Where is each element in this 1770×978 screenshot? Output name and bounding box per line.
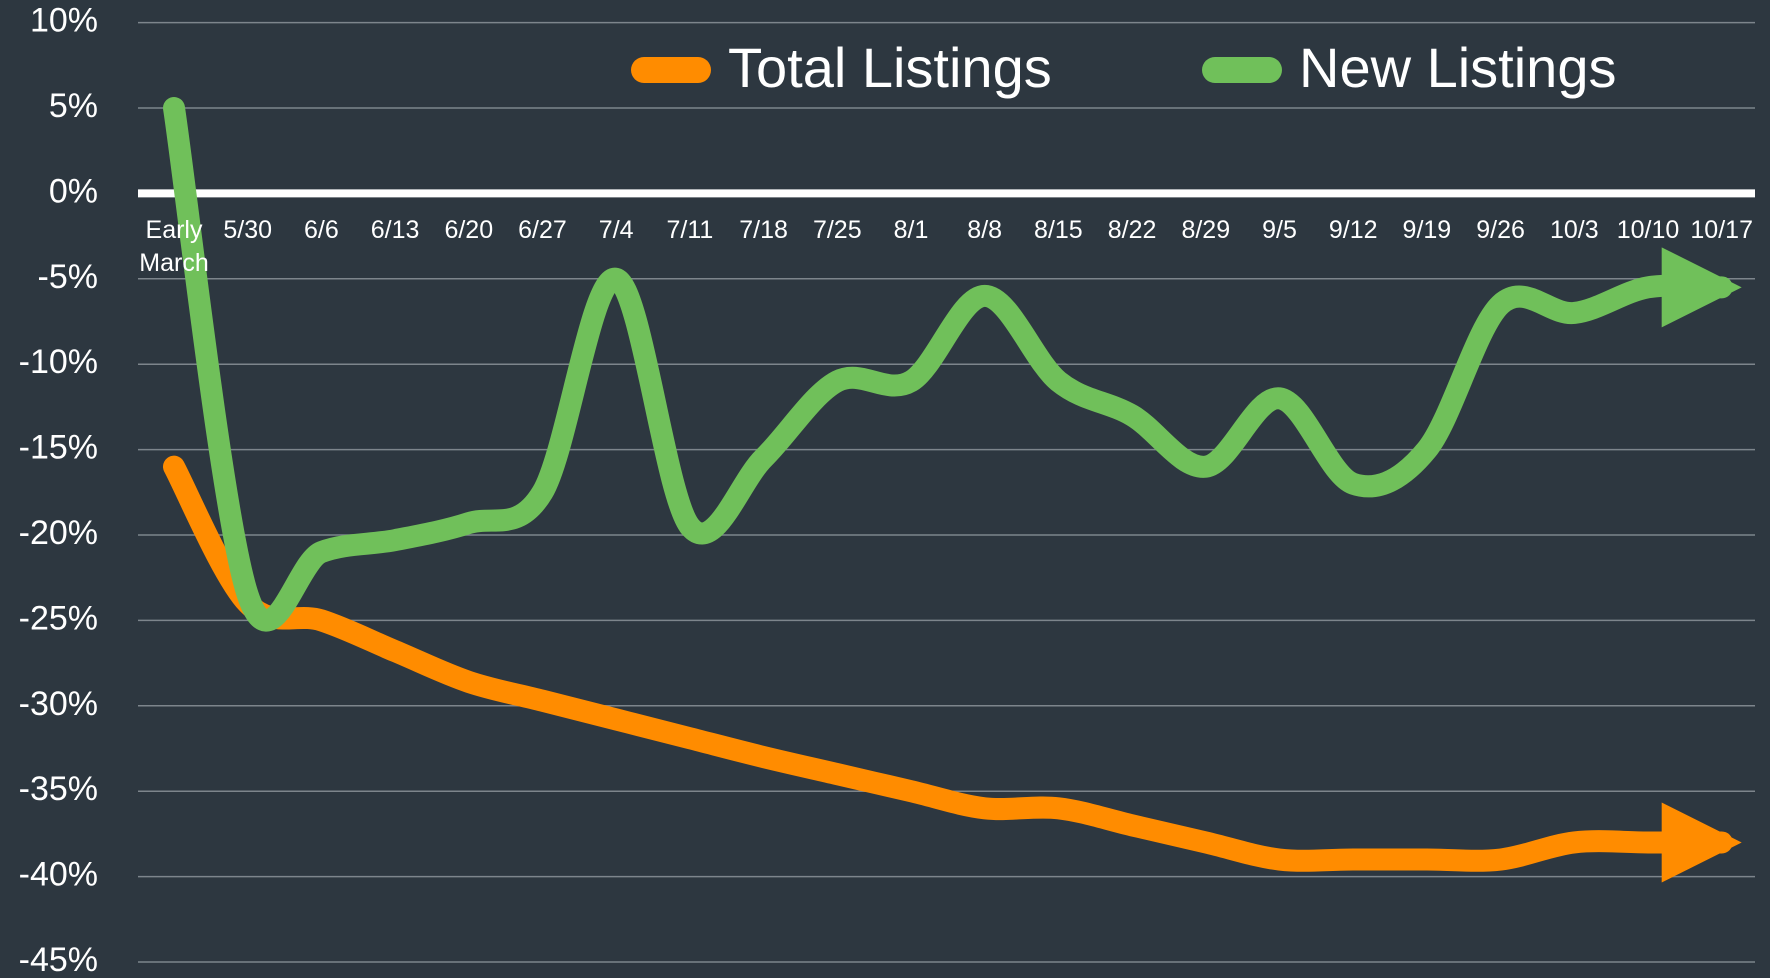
x-tick-label: 8/1	[893, 216, 929, 244]
x-tick-label: 9/19	[1402, 216, 1452, 244]
y-tick-label: -35%	[19, 770, 98, 808]
x-tick-label: 9/12	[1328, 216, 1378, 244]
x-tick-label: 6/27	[518, 216, 567, 244]
y-tick-label: -25%	[19, 599, 98, 637]
series-line	[163, 455, 1742, 883]
y-tick-label: -10%	[19, 343, 98, 381]
x-tick-label: 8/29	[1181, 216, 1231, 244]
series-line	[163, 97, 1742, 632]
x-tick-label: 6/6	[304, 216, 339, 244]
y-tick-label: 5%	[49, 87, 98, 125]
x-tick-label: 6/20	[444, 216, 494, 244]
x-tick-label: 10/10	[1616, 216, 1680, 244]
x-tick-label: 9/26	[1476, 216, 1525, 244]
x-tick-label: 7/18	[739, 216, 788, 244]
y-tick-label: -20%	[19, 514, 98, 552]
x-tick-label: 7/4	[598, 216, 634, 244]
y-tick-label: 10%	[30, 2, 98, 40]
y-tick-label: -30%	[19, 685, 98, 723]
x-tick-label: 8/8	[967, 216, 1003, 244]
x-tick-label: 7/25	[812, 216, 862, 244]
legend-label: Total Listings	[728, 36, 1052, 99]
x-tick-label: 8/15	[1034, 216, 1083, 244]
x-tick-label: 10/3	[1549, 216, 1599, 244]
y-tick-label: 0%	[49, 172, 98, 210]
x-tick-label: 6/13	[370, 216, 420, 244]
y-tick-label: -45%	[19, 941, 98, 978]
x-tick-label: 8/22	[1107, 216, 1157, 244]
y-tick-label: -5%	[38, 258, 98, 296]
y-tick-label: -40%	[19, 856, 98, 894]
x-tick-label: 5/30	[223, 216, 273, 244]
x-tick-label: 10/17	[1690, 216, 1753, 244]
x-tick-label: Early March	[139, 216, 209, 277]
y-tick-label: -15%	[19, 429, 98, 467]
x-tick-label: 7/11	[666, 216, 714, 244]
x-tick-label: 9/5	[1262, 216, 1297, 244]
legend-label: New Listings	[1299, 36, 1616, 99]
